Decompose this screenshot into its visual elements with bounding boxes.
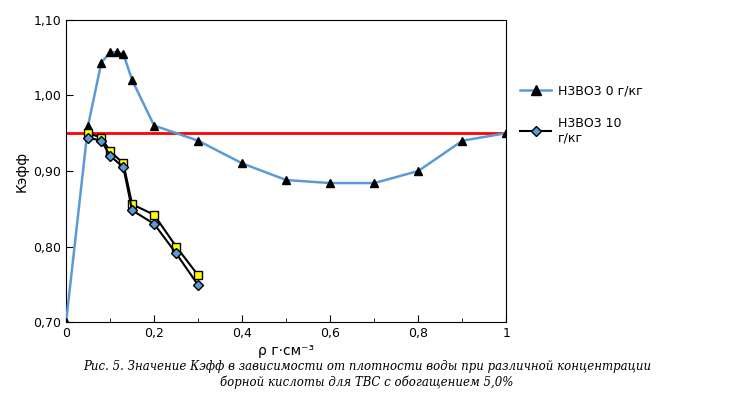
- Н3ВО3 0 г/кг: [414, 169, 423, 173]
- Н3ВО3 0 г/кг: [128, 78, 137, 83]
- Н3ВО3 10
г/кг: [194, 283, 203, 288]
- Н3ВО3 10
г/кг: [119, 165, 128, 169]
- Н3ВО3 10
г/кг: [172, 251, 181, 256]
- Line: Н3ВО3 0 г/кг: Н3ВО3 0 г/кг: [62, 48, 511, 327]
- Н3ВО3 0 г/кг: [97, 61, 106, 65]
- Н3ВО3 0 г/кг: [106, 50, 115, 55]
- Н3ВО3 0 г/кг: [112, 50, 121, 55]
- Н3ВО3 0 г/кг: [458, 138, 467, 143]
- Н3ВО3 0 г/кг: [150, 123, 159, 128]
- Н3ВО3 10
г/кг: [128, 208, 137, 213]
- X-axis label: ρ г·см⁻³: ρ г·см⁻³: [258, 344, 314, 358]
- Н3ВО3 0 г/кг: [326, 181, 335, 185]
- Н3ВО3 0 г/кг: [84, 123, 92, 128]
- Line: Н3ВО3 10
г/кг: Н3ВО3 10 г/кг: [84, 134, 202, 289]
- Н3ВО3 0 г/кг: [119, 51, 128, 56]
- Н3ВО3 10
г/кг: [106, 154, 115, 158]
- Y-axis label: Кэфф: Кэфф: [15, 151, 29, 191]
- Н3ВО3 0 г/кг: [370, 181, 379, 185]
- Н3ВО3 0 г/кг: [502, 131, 511, 136]
- Н3ВО3 0 г/кг: [62, 320, 70, 325]
- Н3ВО3 10
г/кг: [150, 222, 159, 226]
- Н3ВО3 10
г/кг: [84, 135, 92, 140]
- Н3ВО3 0 г/кг: [282, 178, 291, 182]
- Н3ВО3 0 г/кг: [194, 138, 203, 143]
- Н3ВО3 0 г/кг: [238, 161, 247, 166]
- Н3ВО3 10
г/кг: [97, 138, 106, 143]
- Legend: Н3ВО3 0 г/кг, Н3ВО3 10
г/кг: Н3ВО3 0 г/кг, Н3ВО3 10 г/кг: [520, 85, 642, 145]
- Text: Рис. 5. Значение Кэфф в зависимости от плотности воды при различной концентрации: Рис. 5. Значение Кэфф в зависимости от п…: [83, 360, 651, 389]
